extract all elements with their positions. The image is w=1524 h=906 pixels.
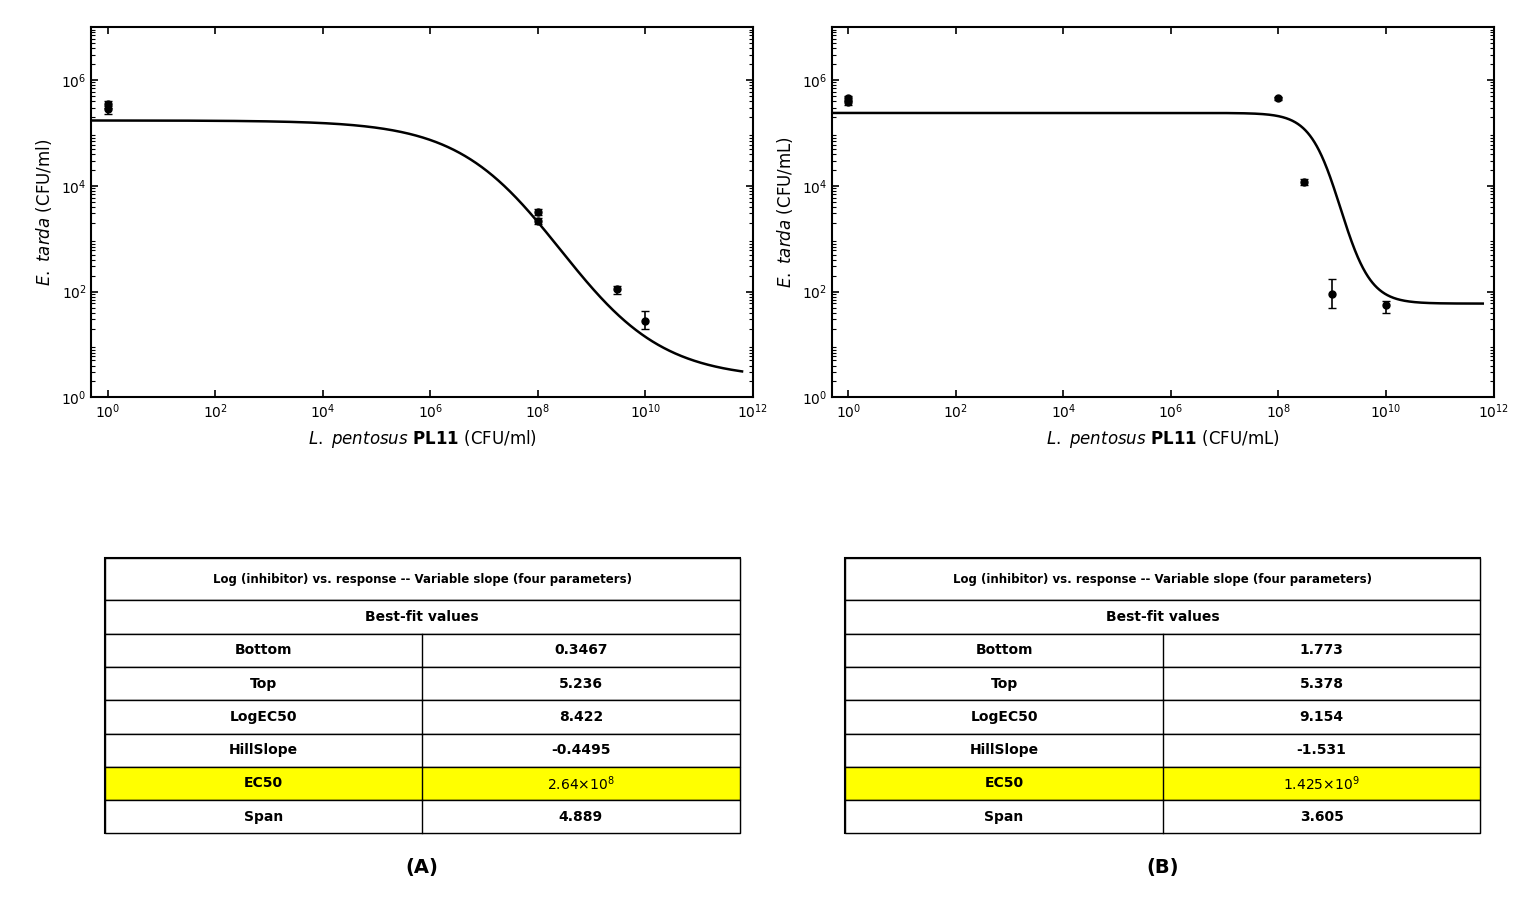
Bar — [846, 734, 1480, 766]
Bar — [105, 667, 739, 700]
Text: (A): (A) — [405, 858, 439, 877]
Bar — [846, 633, 1480, 667]
Text: HillSlope: HillSlope — [969, 743, 1039, 757]
Text: Span: Span — [244, 810, 283, 824]
Text: Best-fit values: Best-fit values — [1106, 610, 1219, 624]
Text: EC50: EC50 — [244, 776, 283, 791]
Text: Bottom: Bottom — [235, 643, 293, 657]
Bar — [846, 667, 1480, 700]
Text: 3.605: 3.605 — [1300, 810, 1344, 824]
Text: -0.4495: -0.4495 — [552, 743, 611, 757]
Bar — [846, 800, 1480, 834]
FancyBboxPatch shape — [846, 558, 1480, 834]
Bar — [846, 700, 1480, 734]
Text: Log (inhibitor) vs. response -- Variable slope (four parameters): Log (inhibitor) vs. response -- Variable… — [954, 573, 1372, 585]
Text: EC50: EC50 — [985, 776, 1024, 791]
Text: -1.531: -1.531 — [1297, 743, 1347, 757]
Bar — [105, 800, 739, 834]
Text: Bottom: Bottom — [975, 643, 1033, 657]
Text: $1.425×10^{9}$: $1.425×10^{9}$ — [1283, 775, 1359, 793]
Text: 4.889: 4.889 — [559, 810, 604, 824]
X-axis label: $\mathit{L.\ pentosus}$$\bf{\ PL11}$ (CFU/mL): $\mathit{L.\ pentosus}$$\bf{\ PL11}$ (CF… — [1045, 428, 1280, 449]
FancyBboxPatch shape — [105, 558, 739, 834]
Bar — [846, 601, 1480, 633]
Text: Top: Top — [250, 677, 277, 690]
Bar — [846, 766, 1480, 800]
Bar — [105, 734, 739, 766]
Text: 0.3467: 0.3467 — [555, 643, 608, 657]
X-axis label: $\mathit{L.\ pentosus}$$\bf{\ PL11}$ (CFU/ml): $\mathit{L.\ pentosus}$$\bf{\ PL11}$ (CF… — [308, 428, 536, 449]
Text: Span: Span — [985, 810, 1024, 824]
Text: 1.773: 1.773 — [1300, 643, 1344, 657]
Text: 5.236: 5.236 — [559, 677, 604, 690]
Y-axis label: $\mathit{E.\ tarda}$ (CFU/ml): $\mathit{E.\ tarda}$ (CFU/ml) — [34, 139, 55, 286]
Bar — [105, 558, 739, 601]
Y-axis label: $\mathit{E.\ tarda}$ (CFU/mL): $\mathit{E.\ tarda}$ (CFU/mL) — [776, 136, 796, 288]
Bar — [105, 700, 739, 734]
Bar — [105, 766, 739, 800]
Text: HillSlope: HillSlope — [229, 743, 299, 757]
Bar — [105, 633, 739, 667]
Text: 8.422: 8.422 — [559, 710, 604, 724]
Text: $2.64×10^{8}$: $2.64×10^{8}$ — [547, 775, 614, 793]
Text: LogEC50: LogEC50 — [971, 710, 1038, 724]
Text: 5.378: 5.378 — [1300, 677, 1344, 690]
Bar — [105, 601, 739, 633]
Text: Best-fit values: Best-fit values — [366, 610, 479, 624]
Text: LogEC50: LogEC50 — [230, 710, 297, 724]
Bar — [846, 558, 1480, 601]
Text: (B): (B) — [1146, 858, 1180, 877]
Text: Log (inhibitor) vs. response -- Variable slope (four parameters): Log (inhibitor) vs. response -- Variable… — [213, 573, 631, 585]
Text: Top: Top — [991, 677, 1018, 690]
Text: 9.154: 9.154 — [1300, 710, 1344, 724]
